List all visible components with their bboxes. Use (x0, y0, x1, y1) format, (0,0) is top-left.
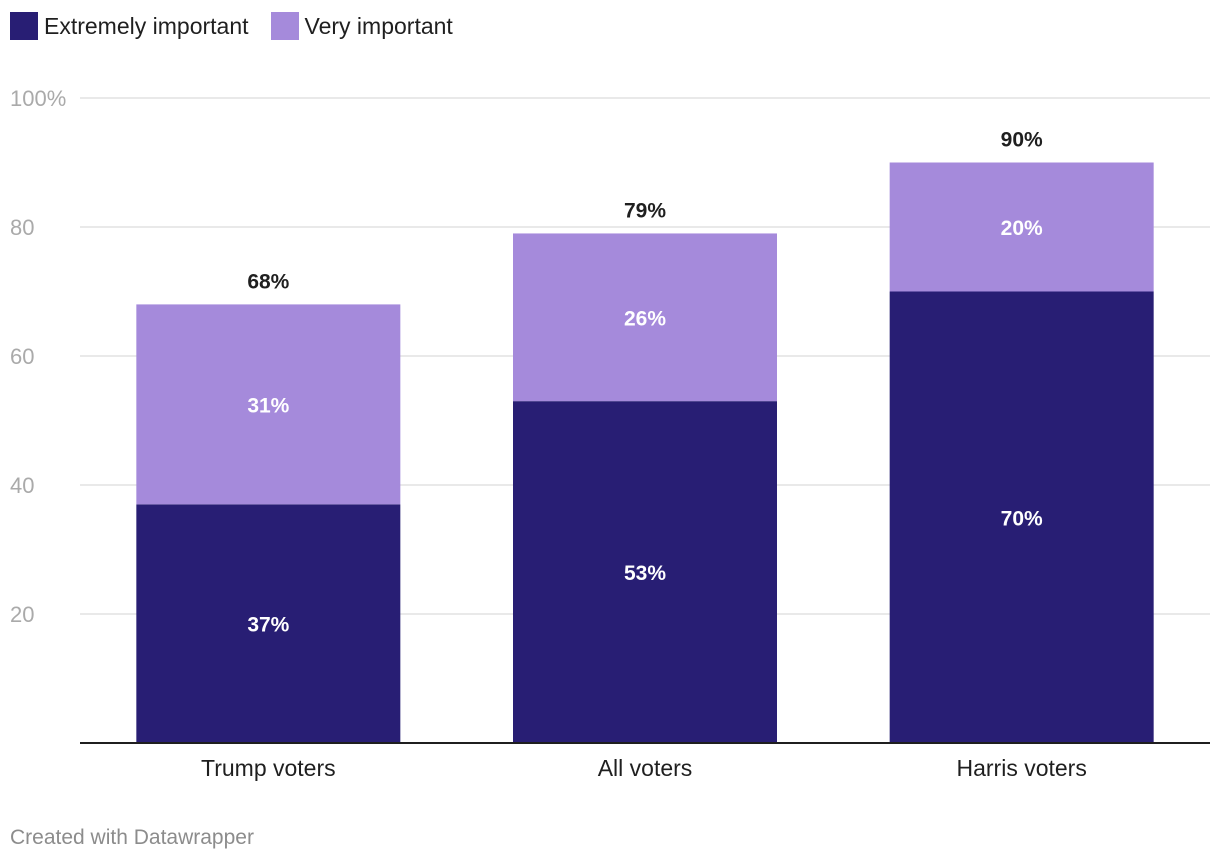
total-value-label: 68% (247, 270, 289, 293)
segment-value-label: 31% (247, 394, 289, 417)
y-tick-label: 80 (10, 215, 34, 240)
legend-label-extremely-important: Extremely important (44, 12, 249, 39)
legend-label-very-important: Very important (304, 12, 453, 39)
segment-value-label: 53% (624, 562, 666, 585)
legend-swatch-extremely-important (10, 12, 38, 40)
legend-item-very-important: Very important (270, 12, 453, 40)
x-category-label: Trump voters (201, 755, 336, 781)
total-value-label: 79% (624, 199, 666, 222)
bar-segment (136, 504, 401, 743)
bar-segment (513, 401, 777, 743)
segment-value-label: 26% (624, 307, 666, 330)
bar-segment (136, 304, 401, 505)
legend-item-extremely-important: Extremely important (10, 12, 249, 40)
x-category-label: All voters (598, 755, 693, 781)
segment-value-label: 20% (1001, 217, 1043, 240)
y-tick-label: 60 (10, 344, 34, 369)
segment-value-label: 37% (247, 614, 289, 637)
y-tick-label: 20 (10, 602, 34, 627)
y-tick-label: 40 (10, 473, 34, 498)
total-value-label: 90% (1001, 129, 1043, 152)
segment-value-label: 70% (1001, 507, 1043, 530)
y-tick-label: 100% (10, 86, 66, 111)
x-category-label: Harris voters (956, 755, 1086, 781)
legend: Extremely important Very important (10, 12, 475, 40)
legend-swatch-very-important (270, 12, 299, 40)
bar-segment (513, 233, 777, 402)
bar-segment (889, 291, 1154, 743)
bar-segment (889, 162, 1154, 292)
datawrapper-credit: Created with Datawrapper (10, 826, 254, 849)
